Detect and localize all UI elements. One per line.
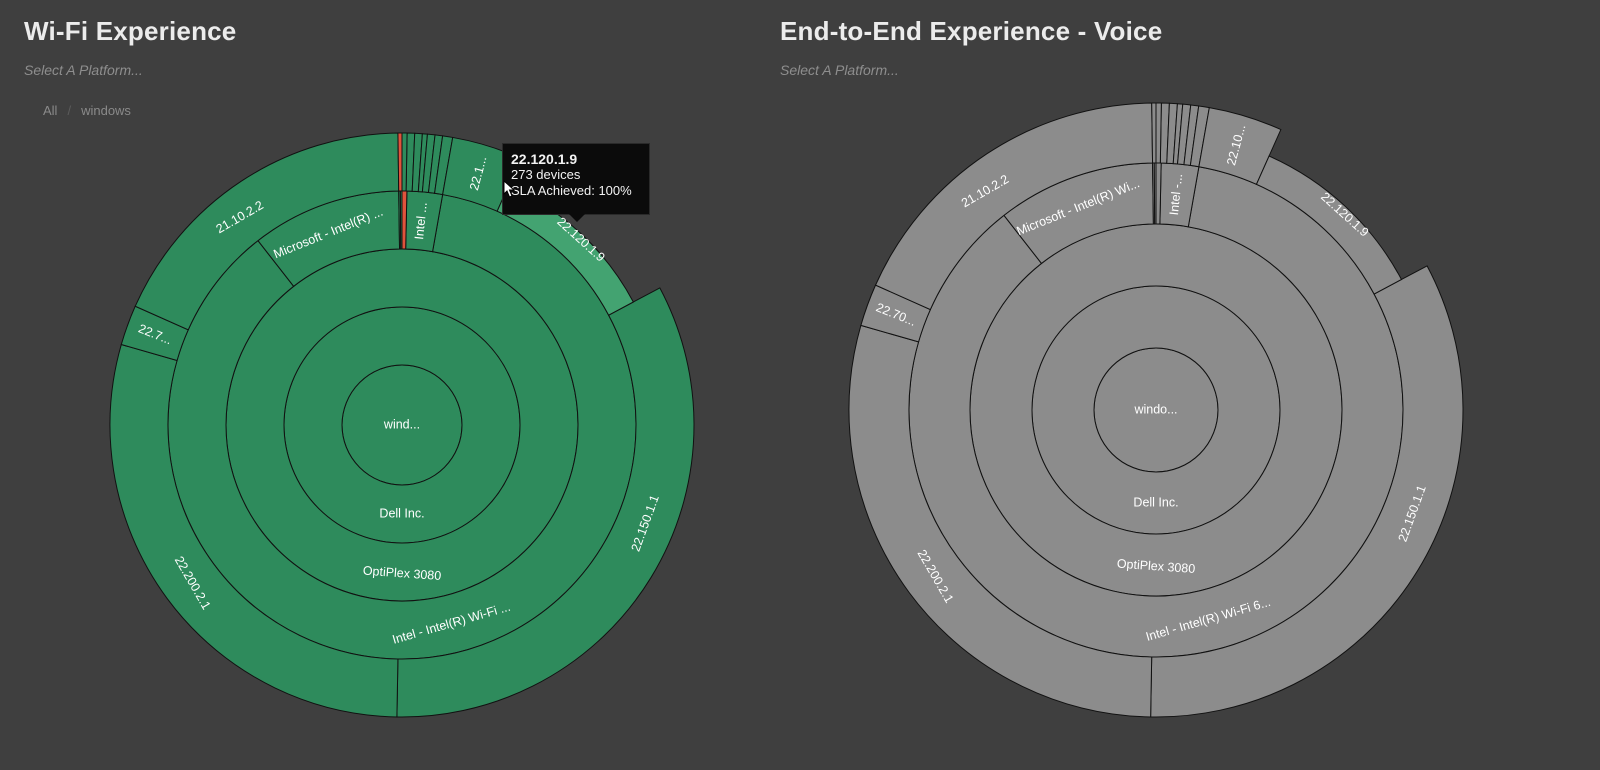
breadcrumb-all[interactable]: All: [43, 103, 58, 118]
wifi-experience-panel: Wi-Fi Experience Select A Platform... Al…: [0, 0, 790, 770]
driver-segment-minor[interactable]: [397, 132, 403, 192]
driver-segment-minor[interactable]: [1151, 102, 1157, 164]
driver-segment-minor[interactable]: [401, 132, 408, 192]
adapter-label-intel-small: Intel ...: [412, 201, 430, 240]
model-label: OptiPlex 3080: [1116, 557, 1195, 576]
manufacturer-label: Dell Inc.: [1133, 495, 1178, 509]
breadcrumb-separator: /: [67, 103, 72, 118]
voice-experience-panel: End-to-End Experience - Voice Select A P…: [780, 0, 1600, 770]
adapter-segment-minor[interactable]: [1155, 162, 1162, 225]
model-label: OptiPlex 3080: [362, 564, 441, 583]
platform-selector-hint[interactable]: Select A Platform...: [780, 62, 899, 78]
hand-cursor-icon: [503, 180, 515, 198]
driver-segment-22-150[interactable]: [1150, 265, 1464, 718]
platform-label: wind...: [383, 417, 420, 431]
tooltip-sla: SLA Achieved: 100%: [511, 183, 632, 198]
panel-title: Wi-Fi Experience: [24, 16, 237, 46]
manufacturer-label: Dell Inc.: [379, 506, 424, 520]
driver-segment-22-120[interactable]: [1255, 155, 1403, 295]
driver-segment-22-200[interactable]: [848, 324, 1153, 718]
platform-label: windo...: [1133, 402, 1177, 416]
driver-segment-22-150[interactable]: [396, 287, 695, 718]
driver-segment-22-200[interactable]: [109, 343, 399, 718]
panel-title: End-to-End Experience - Voice: [780, 16, 1163, 46]
adapter-label-intel-small: Intel -...: [1167, 173, 1185, 216]
breadcrumb-windows[interactable]: windows: [81, 103, 131, 118]
segment-tooltip: 22.120.1.9 273 devices SLA Achieved: 100…: [502, 143, 650, 222]
adapter-segment-minor[interactable]: [401, 190, 408, 250]
breadcrumb: All / windows: [43, 103, 131, 118]
driver-segment-minor[interactable]: [1155, 102, 1162, 164]
platform-selector-hint[interactable]: Select A Platform...: [24, 62, 143, 78]
tooltip-title: 22.120.1.9: [511, 151, 578, 167]
tooltip-devices: 273 devices: [511, 167, 581, 182]
